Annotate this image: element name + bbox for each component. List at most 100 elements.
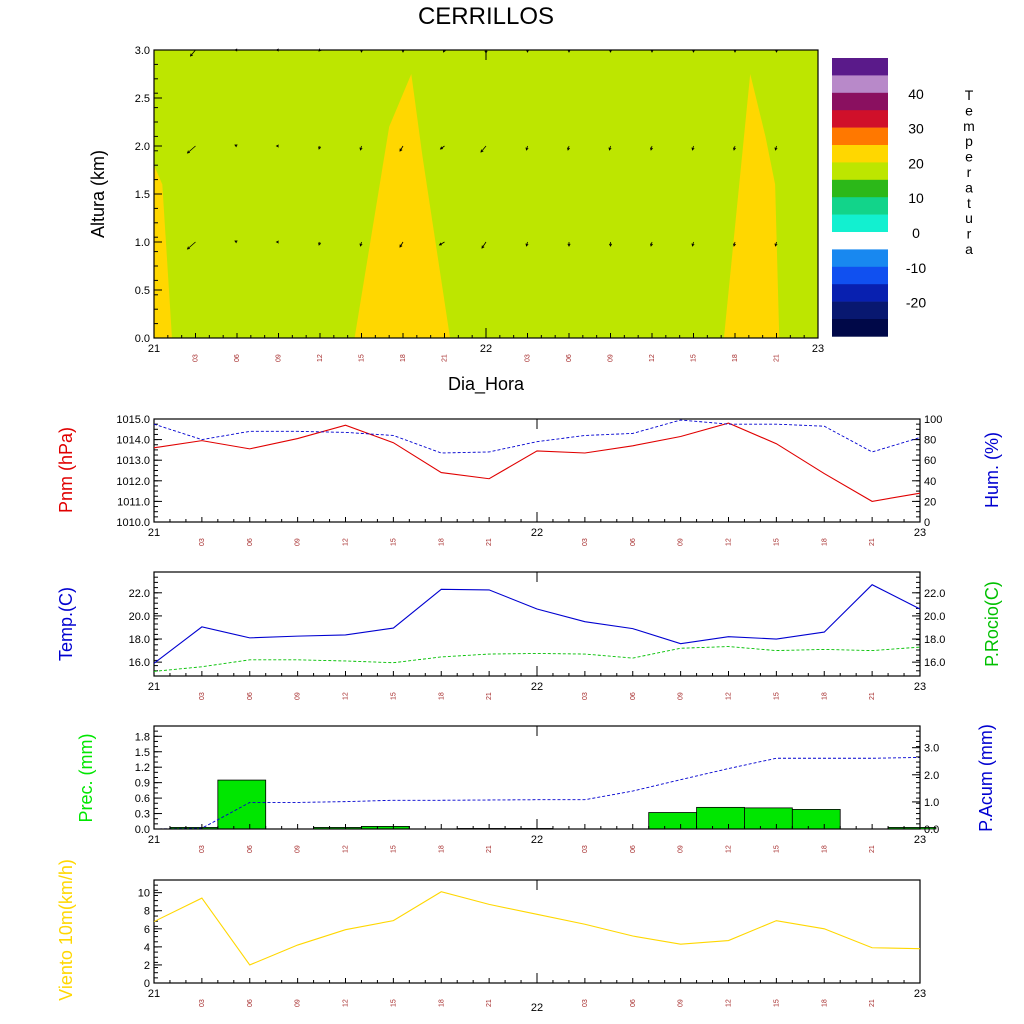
xsection-hour-label: 21 bbox=[442, 354, 449, 362]
xsection-hour-label: 03 bbox=[193, 354, 200, 362]
wind-vector-head bbox=[438, 242, 443, 246]
colorbar-swatch bbox=[832, 319, 888, 337]
colorbar-tick-label: 40 bbox=[908, 86, 924, 102]
wind-left-ytick-label: 6 bbox=[144, 924, 150, 936]
wind-vector-head bbox=[649, 147, 653, 151]
precip-hour-label: 18 bbox=[438, 845, 445, 853]
warm-region bbox=[723, 74, 780, 338]
precip-ylabel-right: P.Acum (mm) bbox=[976, 724, 996, 832]
pressure-left-ytick-label: 1011.0 bbox=[117, 496, 150, 508]
temperature-day-label: 22 bbox=[531, 681, 543, 693]
pressure-day-label: 22 bbox=[531, 527, 543, 539]
temperature-series-right bbox=[153, 646, 921, 672]
precip-hour-label: 21 bbox=[486, 845, 493, 853]
wind-day-label: 23 bbox=[914, 988, 926, 1000]
colorbar-tick-label: 30 bbox=[908, 121, 924, 137]
colorbar-tick-label: 10 bbox=[908, 190, 924, 206]
wind-left-ytick-label: 10 bbox=[138, 888, 150, 900]
wind-vector-head bbox=[318, 242, 322, 246]
wind-vector bbox=[187, 241, 196, 250]
wind-ylabel-left: Viento 10m(km/h) bbox=[56, 859, 76, 1001]
precip-left-ytick-label: 0.3 bbox=[135, 809, 150, 821]
precip-left-ytick-label: 1.5 bbox=[135, 747, 150, 759]
temperature-series-left bbox=[153, 584, 921, 664]
pressure-right-ytick-label: 0 bbox=[924, 517, 930, 529]
precip-ylabel-left: Prec. (mm) bbox=[76, 734, 96, 823]
pressure-frame bbox=[153, 418, 921, 523]
temperature-left-ytick-label: 16.0 bbox=[129, 657, 150, 669]
xsection-hour-label: 12 bbox=[649, 354, 656, 362]
chart-title: CERRILLOS bbox=[417, 3, 555, 30]
wind-vector-head bbox=[732, 243, 736, 247]
precip-bar bbox=[696, 806, 745, 830]
xsection-left-ytick-label: 0.5 bbox=[135, 285, 150, 297]
colorbar-label-letter: p bbox=[965, 133, 973, 149]
precip-cumulative bbox=[153, 756, 921, 830]
pressure-left-ytick-label: 1014.0 bbox=[116, 435, 150, 447]
wind-vector-head bbox=[275, 144, 279, 148]
colorbar-label-letter: e bbox=[965, 102, 973, 118]
xsection-hour-label: 06 bbox=[234, 354, 241, 362]
wind-vector-head bbox=[566, 147, 570, 151]
wind-vector-head bbox=[275, 240, 279, 244]
warm-region bbox=[154, 165, 172, 338]
pressure-hour-label: 21 bbox=[486, 538, 493, 546]
pressure-left-ytick-label: 1012.0 bbox=[116, 476, 150, 488]
precip-hour-label: 03 bbox=[199, 845, 206, 853]
xsection-hour-label: 06 bbox=[566, 354, 573, 362]
xsection-day-label: 23 bbox=[812, 343, 824, 355]
xsection-ylabel: Altura (km) bbox=[88, 150, 108, 238]
precip-bar bbox=[744, 807, 793, 830]
colorbar-label-letter: a bbox=[965, 241, 973, 257]
colorbar-swatch bbox=[832, 214, 888, 233]
precip-left-ytick-label: 0.9 bbox=[135, 778, 150, 790]
xsection-xlabel: Dia_Hora bbox=[448, 374, 525, 395]
pressure-day-label: 21 bbox=[148, 527, 160, 539]
wind-left-ytick-label: 4 bbox=[144, 942, 150, 954]
pressure-hour-label: 06 bbox=[247, 538, 254, 546]
temperature-frame bbox=[153, 571, 921, 677]
precip-hour-label: 03 bbox=[582, 845, 589, 853]
wind-vector-head bbox=[399, 148, 403, 152]
pressure-hour-label: 15 bbox=[773, 538, 780, 546]
wind-vector-head bbox=[567, 243, 571, 247]
wind-series-left bbox=[153, 891, 921, 966]
colorbar-tick-label: 20 bbox=[908, 155, 924, 171]
wind-left-ytick-label: 2 bbox=[144, 960, 150, 972]
precip-hour-label: 06 bbox=[247, 845, 254, 853]
xsection-left-ytick-label: 2.5 bbox=[135, 93, 150, 105]
colorbar-swatch bbox=[832, 75, 888, 94]
wind-vector-head bbox=[481, 245, 485, 249]
colorbar-swatch bbox=[832, 127, 888, 146]
xsection-day-label: 22 bbox=[480, 343, 492, 355]
temperature-hour-label: 12 bbox=[726, 692, 733, 700]
temperature-ylabel-right: P.Rocio(C) bbox=[982, 581, 1002, 667]
colorbar-swatch bbox=[832, 266, 888, 285]
precip-hour-label: 15 bbox=[390, 845, 397, 853]
pressure-hour-label: 21 bbox=[869, 538, 876, 546]
precip-right-ytick-label: 0.0 bbox=[924, 824, 939, 836]
precip-left-ytick-label: 0.0 bbox=[135, 824, 150, 836]
wind-hour-label: 15 bbox=[390, 999, 397, 1007]
wind-hour-label: 15 bbox=[773, 999, 780, 1007]
temperature-hour-label: 15 bbox=[773, 692, 780, 700]
wind-vector-head bbox=[189, 53, 193, 57]
wind-vector bbox=[439, 241, 445, 246]
wind-vector-head bbox=[691, 147, 695, 151]
xsection-hour-label: 15 bbox=[691, 354, 698, 362]
colorbar-swatch bbox=[832, 162, 888, 181]
wind-hour-label: 21 bbox=[869, 999, 876, 1007]
colorbar-label-letter: u bbox=[965, 210, 973, 226]
xsection-hour-label: 18 bbox=[732, 354, 739, 362]
pressure-ylabel-left: Pnm (hPa) bbox=[56, 427, 76, 513]
xsection-left-ytick-label: 1.5 bbox=[135, 189, 150, 201]
colorbar-swatch bbox=[832, 249, 888, 268]
wind-vector-head bbox=[399, 244, 403, 248]
wind-vector-head bbox=[359, 243, 363, 247]
pressure-left-ytick-label: 1010.0 bbox=[116, 517, 150, 529]
precip-day-label: 23 bbox=[914, 834, 926, 846]
xsection-day-label: 21 bbox=[148, 343, 160, 355]
wind-hour-label: 03 bbox=[199, 999, 206, 1007]
precip-hour-label: 12 bbox=[726, 845, 733, 853]
xsection-background bbox=[154, 50, 818, 338]
